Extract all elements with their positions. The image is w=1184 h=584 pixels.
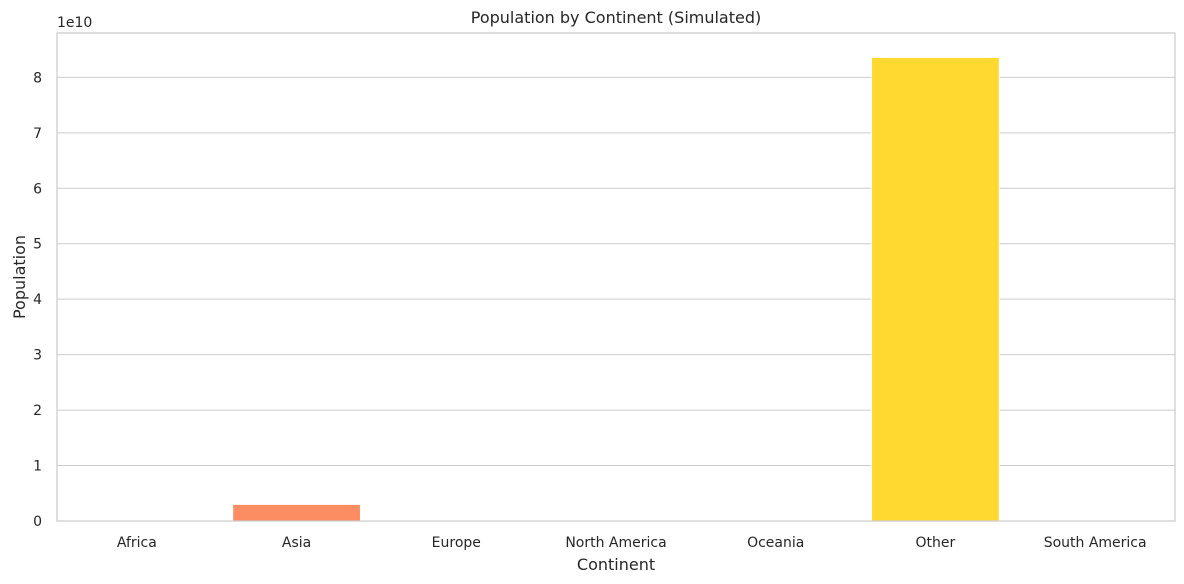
x-axis-label: Continent — [577, 555, 655, 574]
y-tick-label: 8 — [33, 70, 42, 86]
y-tick-label: 0 — [33, 514, 42, 530]
plot-frame — [56, 32, 1176, 522]
y-tick-label: 3 — [33, 348, 42, 364]
y-offset-label: 1e10 — [57, 15, 92, 31]
y-tick-label: 6 — [33, 181, 42, 197]
bar-other — [871, 56, 1000, 522]
x-tick-label: South America — [1044, 535, 1147, 551]
y-tick-label: 7 — [33, 126, 42, 142]
x-tick-label: Europe — [432, 535, 481, 551]
x-tick-label: North America — [565, 535, 666, 551]
x-tick-label: Africa — [117, 535, 157, 551]
bar-asia — [232, 503, 361, 522]
y-tick-label: 5 — [33, 237, 42, 253]
y-tick-label: 4 — [33, 292, 42, 308]
chart-title: Population by Continent (Simulated) — [471, 8, 762, 27]
y-axis-label: Population — [10, 235, 29, 319]
gridlines — [57, 76, 1175, 522]
bars — [232, 56, 1000, 522]
x-tick-label: Other — [916, 535, 956, 551]
y-tick-label: 2 — [33, 403, 42, 419]
x-tick-label: Asia — [282, 535, 311, 551]
y-tick-label: 1 — [33, 459, 42, 475]
y-tick-labels: 0 1 2 3 4 5 6 7 8 — [33, 70, 42, 530]
x-tick-labels: Africa Asia Europe North America Oceania Othe… — [117, 535, 1147, 551]
x-tick-label: Oceania — [747, 535, 804, 551]
